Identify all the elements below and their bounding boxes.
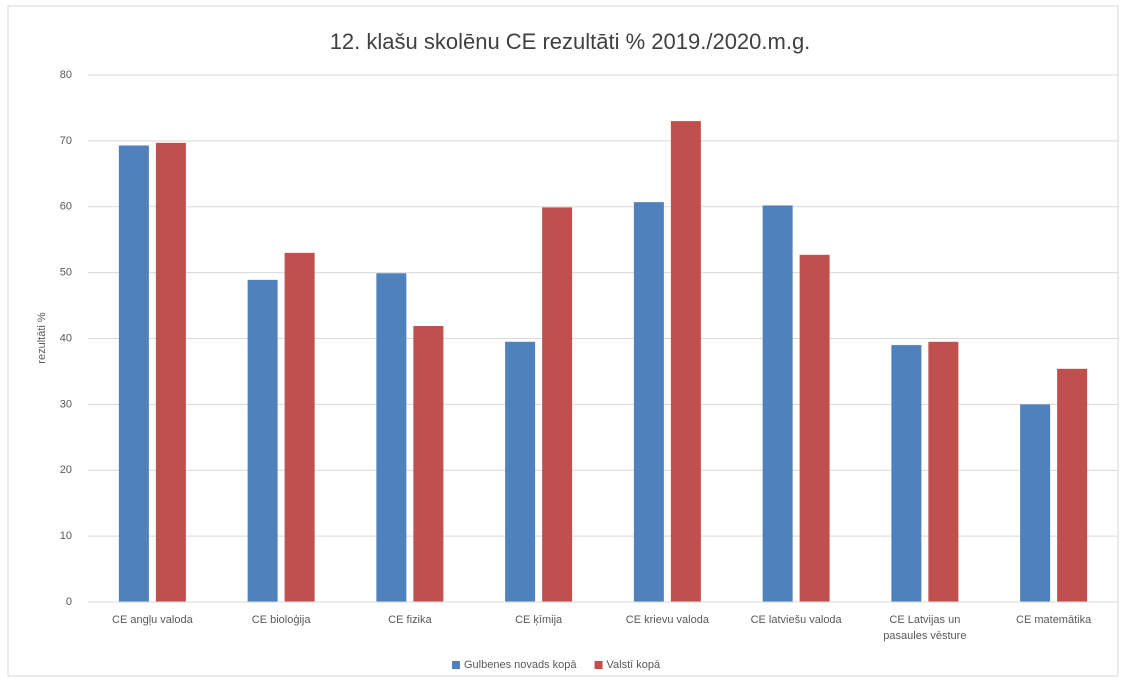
legend-swatch	[452, 661, 460, 669]
y-tick-label: 40	[60, 332, 72, 344]
bar	[376, 273, 407, 602]
y-tick-label: 60	[60, 201, 72, 213]
bar	[1057, 368, 1088, 602]
bar	[247, 279, 278, 602]
bar	[505, 341, 536, 602]
x-tick-label: CE matemātika	[1016, 614, 1092, 626]
x-tick-label: CE angļu valoda	[112, 614, 194, 626]
legend-swatch	[594, 661, 603, 669]
x-tick-label: CE bioloģija	[252, 613, 312, 626]
x-tick-label: CE latviešu valoda	[751, 614, 843, 626]
bar	[633, 202, 664, 603]
legend-label: Valstī kopā	[607, 659, 661, 671]
y-tick-label: 30	[60, 398, 72, 410]
bar	[799, 254, 830, 602]
x-tick-label: CE Latvijas un pasaules vēsture	[883, 614, 966, 642]
bar	[891, 345, 922, 602]
y-axis-label: rezultāti %	[36, 312, 48, 364]
chart-title: 12. klašu skolēnu CE rezultāti % 2019./2…	[330, 29, 811, 54]
x-tick-label: CE krievu valoda	[626, 614, 710, 626]
y-tick-label: 70	[60, 135, 72, 147]
bar	[928, 341, 959, 602]
y-tick-label: 80	[60, 69, 72, 81]
bar	[284, 252, 315, 603]
bar	[1020, 404, 1051, 602]
bar	[670, 121, 701, 603]
bar	[155, 142, 186, 602]
bar	[762, 205, 793, 602]
legend-label: Gulbenes novads kopā	[464, 659, 577, 671]
bar	[413, 325, 444, 602]
y-tick-label: 10	[60, 530, 72, 542]
bar	[118, 145, 149, 602]
y-tick-label: 50	[60, 267, 72, 279]
bar	[542, 207, 573, 602]
y-tick-label: 0	[66, 596, 72, 608]
x-tick-label: CE fizika	[388, 614, 432, 626]
y-tick-label: 20	[60, 464, 72, 476]
x-tick-label: CE ķīmija	[515, 614, 563, 626]
